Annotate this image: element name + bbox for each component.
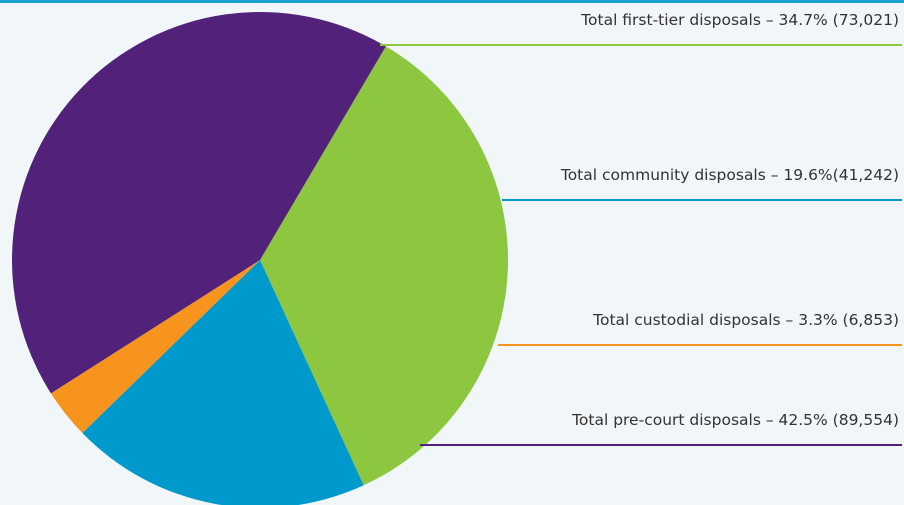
slice-label: Total community disposals – 19.6%(41,242… <box>560 166 899 184</box>
pie-slice-total-pre-court-disposals <box>12 12 386 394</box>
pie-slice-total-first-tier-disposals <box>260 46 509 486</box>
top-rule <box>0 0 904 3</box>
pie-slice-total-custodial-disposals <box>50 260 260 434</box>
slice-label: Total pre-court disposals – 42.5% (89,55… <box>571 411 899 429</box>
slices-layer <box>12 12 509 505</box>
labels-layer: Total first-tier disposals – 34.7% (73,0… <box>560 11 899 429</box>
slice-label: Total first-tier disposals – 34.7% (73,0… <box>580 11 899 29</box>
pie-slice-total-community-disposals <box>82 260 364 505</box>
slice-label: Total custodial disposals – 3.3% (6,853) <box>592 311 899 329</box>
leader-lines-layer <box>380 44 902 446</box>
